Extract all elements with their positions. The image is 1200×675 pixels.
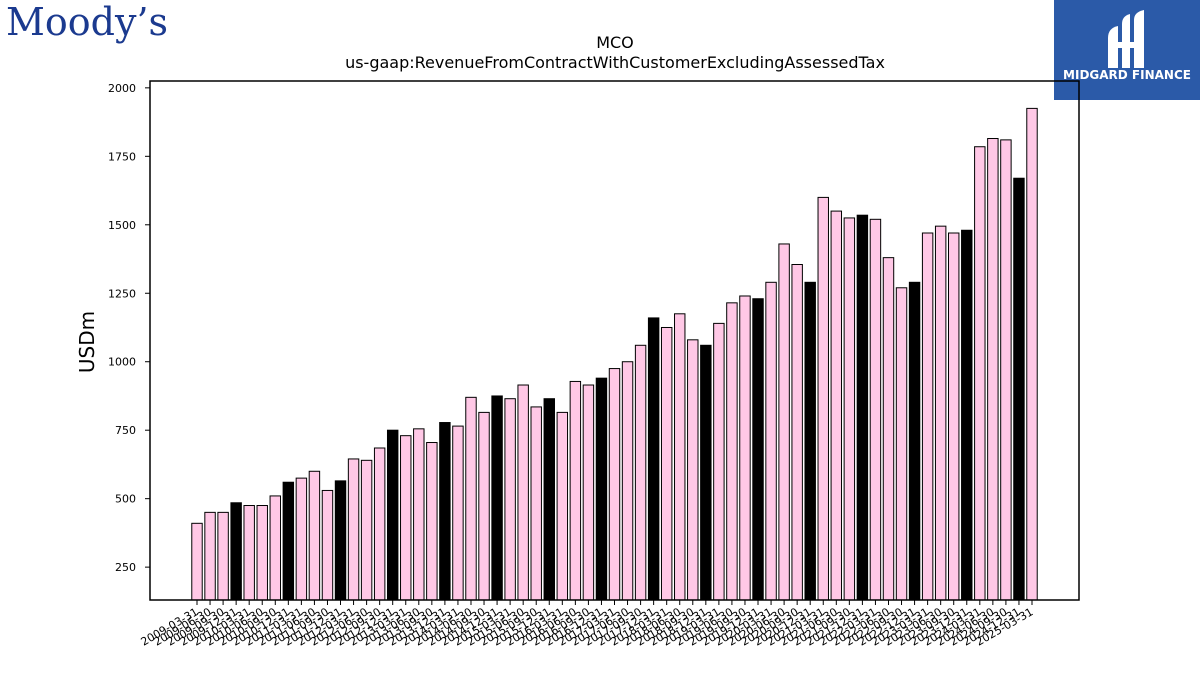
bar-2018-03-31 (660, 326, 673, 601)
bar-2018-06-30 (674, 313, 686, 601)
bar-2009-06-30 (204, 511, 216, 601)
plot-frame (149, 80, 1080, 601)
bar-2021-03-31 (817, 196, 829, 601)
bar-2013-09-30 (426, 442, 438, 601)
bar-2023-09-30 (948, 232, 960, 601)
bar-2012-06-30 (360, 459, 373, 601)
bar-2013-03-31 (400, 435, 412, 601)
bar-2016-09-30 (582, 384, 595, 601)
bar-2017-03-31 (608, 368, 621, 601)
y-tick-label: 1750 (108, 150, 136, 163)
bar-2019-06-30 (726, 302, 738, 601)
x-axis-ticks: 2009-03-312009-06-302009-09-302009-12-31… (139, 600, 1036, 649)
bar-2024-06-30 (987, 138, 999, 601)
y-tick-label: 1500 (108, 219, 136, 232)
bar-2014-09-30 (478, 411, 490, 601)
y-axis-ticks: 250 500 750 1000 1250 1500 1750 2000 (108, 82, 150, 574)
bar-2022-12-31 (908, 281, 921, 601)
bar-2015-12-31 (543, 398, 555, 601)
bar-2021-09-30 (843, 217, 856, 601)
bar-2014-06-30 (465, 396, 477, 601)
bar-2009-12-31 (230, 502, 242, 601)
bar-2020-12-31 (804, 281, 816, 601)
bar-2012-03-31 (347, 458, 360, 601)
bar-2018-12-31 (700, 344, 712, 601)
bar-2012-09-30 (373, 447, 386, 601)
bar-2010-12-31 (282, 481, 295, 601)
bar-2021-12-31 (856, 214, 869, 601)
y-tick-label: 250 (115, 561, 136, 574)
bar-2017-06-30 (621, 361, 634, 601)
bar-2013-12-31 (439, 422, 451, 601)
y-tick-label: 500 (115, 493, 136, 506)
bar-2023-03-31 (921, 232, 934, 601)
bar-2016-12-31 (595, 377, 608, 601)
bar-2010-03-31 (243, 505, 255, 601)
bar-2014-03-31 (452, 425, 464, 601)
bar-2019-03-31 (713, 322, 725, 601)
bar-2010-06-30 (256, 505, 268, 601)
bar-2011-12-31 (334, 480, 347, 601)
bar-2022-03-31 (869, 218, 882, 601)
bar-2015-09-30 (530, 406, 542, 601)
chart-title: MCO (596, 33, 634, 52)
y-tick-label: 1250 (108, 287, 136, 300)
bar-2021-06-30 (830, 210, 843, 601)
bar-2011-06-30 (308, 470, 321, 601)
y-tick-label: 1000 (108, 356, 136, 369)
bar-2018-09-30 (687, 339, 699, 601)
moodys-logo: Moody’s (6, 0, 168, 44)
moodys-logo-text: Moody’s (6, 0, 169, 44)
bar-2009-09-30 (217, 511, 229, 601)
chart-subtitle: us-gaap:RevenueFromContractWithCustomerE… (345, 53, 885, 72)
bar-series (191, 107, 1038, 601)
bar-2020-09-30 (791, 264, 803, 601)
bar-2024-03-31 (974, 146, 986, 601)
bar-2025-03-31 (1026, 107, 1038, 601)
bar-2017-12-31 (647, 317, 660, 601)
bar-2024-09-30 (1000, 139, 1012, 601)
y-tick-label: 2000 (108, 82, 136, 95)
bar-2011-09-30 (321, 489, 334, 601)
bar-2017-09-30 (634, 344, 647, 601)
bar-2011-03-31 (295, 477, 308, 601)
bar-2022-06-30 (882, 257, 895, 601)
bar-2015-06-30 (517, 384, 529, 601)
bar-2010-09-30 (269, 495, 281, 601)
bar-2016-06-30 (569, 380, 582, 601)
bar-2023-06-30 (934, 225, 947, 601)
bar-2014-12-31 (491, 395, 503, 601)
y-axis-label: USDm (75, 311, 99, 373)
bar-2009-03-31 (191, 522, 203, 601)
midgard-mark-icon (1108, 10, 1144, 68)
bar-2013-06-30 (413, 428, 425, 601)
y-tick-label: 750 (115, 424, 136, 437)
bar-2024-12-31 (1013, 177, 1025, 601)
bar-2020-03-31 (765, 281, 777, 601)
bar-2020-06-30 (778, 243, 790, 601)
bar-2022-09-30 (895, 287, 908, 601)
bar-2012-12-31 (386, 429, 399, 601)
bar-2016-03-31 (556, 411, 569, 601)
bar-2023-12-31 (961, 229, 973, 601)
bar-2019-12-31 (752, 298, 764, 601)
bar-2015-03-31 (504, 398, 516, 601)
midgard-logo-text: MIDGARD FINANCE (1063, 68, 1191, 82)
bar-2019-09-30 (739, 295, 751, 601)
